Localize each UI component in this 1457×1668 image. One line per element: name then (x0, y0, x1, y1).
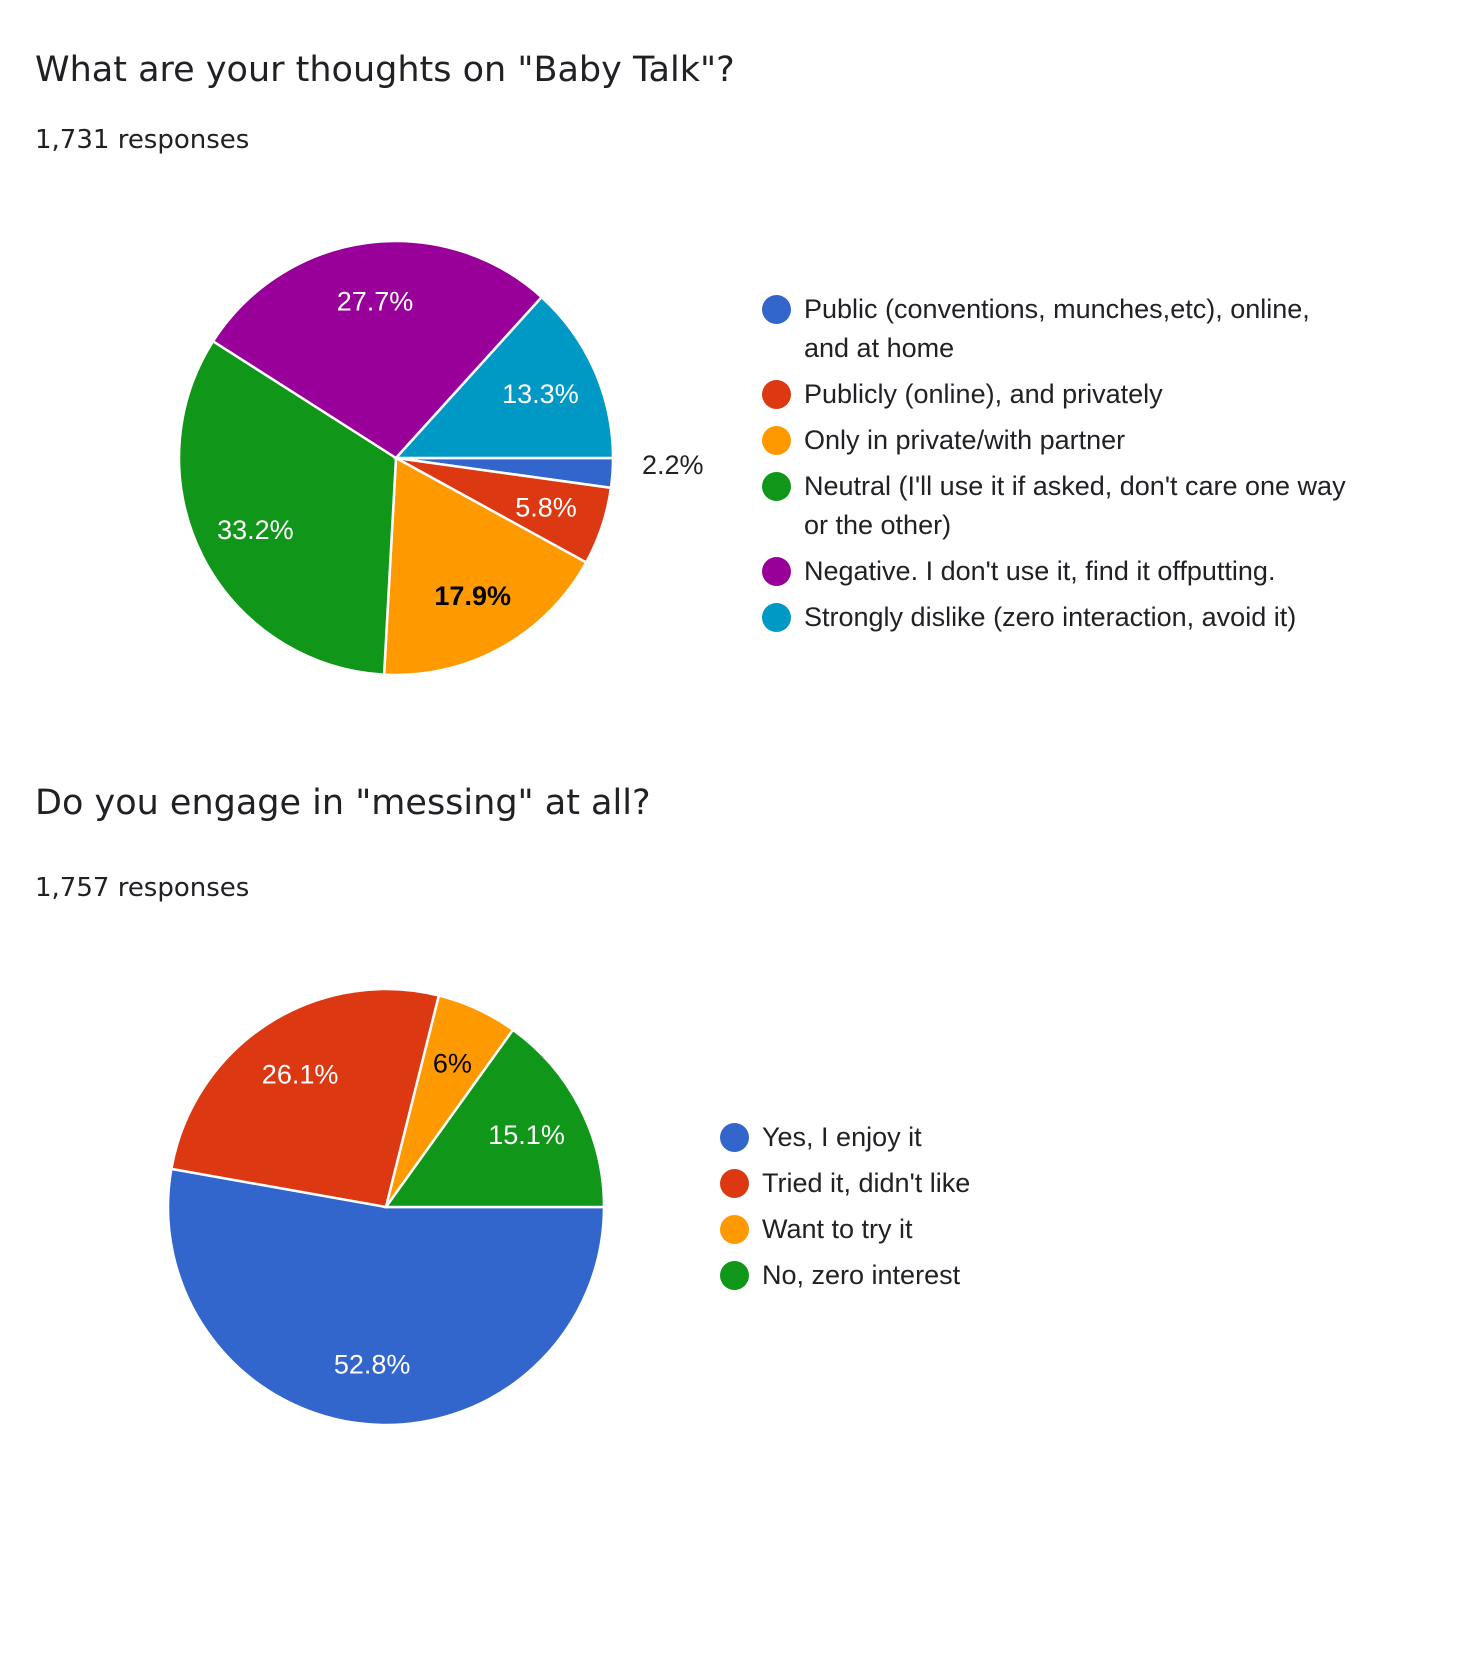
legend-item-want-to-try-it[interactable]: Want to try it (720, 1210, 1320, 1249)
pie-slice-no-zero-interest[interactable] (383, 1028, 606, 1209)
pie-slice-strongly-dislike-zero-interaction-avoid-[interactable] (393, 295, 615, 460)
pie-slice-yes-i-enjoy-it[interactable] (166, 1167, 606, 1427)
pie-chart-messing: 52.8% 26.1% 6% 15.1% (166, 987, 606, 1427)
legend-label: Negative. I don't use it, find it offput… (804, 556, 1276, 586)
slice-percent-label: 5.8% (515, 493, 577, 523)
slice-percent-label: 13.3% (502, 379, 579, 409)
legend-item-negative-i-don-t-use-it-find-it-offputti[interactable]: Negative. I don't use it, find it offput… (762, 552, 1362, 591)
pie-chart-baby-talk: 2.2% 5.8% 17.9% 33.2% 27.7% 13.3% (177, 239, 704, 677)
pie-slice-tried-it-didn-t-like[interactable] (169, 987, 441, 1209)
legend-label: Want to try it (762, 1214, 913, 1244)
legend-label: Yes, I enjoy it (762, 1122, 922, 1152)
question-title: What are your thoughts on "Baby Talk"? (35, 50, 735, 90)
legend-item-tried-it-didn-t-like[interactable]: Tried it, didn't like (720, 1164, 1320, 1203)
legend-item-neutral-i-ll-use-it-if-asked-don-t-care-[interactable]: Neutral (I'll use it if asked, don't car… (762, 467, 1362, 545)
question-card-messing: Do you engage in "messing" at all? 1,757… (0, 740, 1457, 1668)
legend-swatch-icon (762, 557, 791, 586)
legend-swatch-icon (720, 1215, 749, 1244)
slice-percent-label: 26.1% (262, 1059, 339, 1089)
chart-legend: Yes, I enjoy it Tried it, didn't like Want… (720, 1118, 1320, 1302)
slice-percent-label: 6% (433, 1049, 472, 1079)
legend-swatch-icon (762, 426, 791, 455)
legend-item-no-zero-interest[interactable]: No, zero interest (720, 1256, 1320, 1295)
legend-swatch-icon (720, 1261, 749, 1290)
legend-label: No, zero interest (762, 1260, 961, 1290)
legend-swatch-icon (762, 295, 791, 324)
slice-percent-label: 17.9% (434, 581, 511, 611)
legend-label: Tried it, didn't like (762, 1168, 971, 1198)
legend-item-publicly-online-and-privately[interactable]: Publicly (online), and privately (762, 375, 1362, 414)
slice-percent-label: 15.1% (488, 1120, 565, 1150)
slice-percent-label: 2.2% (642, 450, 704, 480)
chart-legend: Public (conventions, munches,etc), onlin… (762, 290, 1362, 644)
legend-item-yes-i-enjoy-it[interactable]: Yes, I enjoy it (720, 1118, 1320, 1157)
slice-percent-label: 27.7% (337, 286, 414, 316)
pie-slice-only-in-private-with-partner[interactable] (382, 455, 588, 677)
legend-label: Publicly (online), and privately (804, 379, 1163, 409)
legend-swatch-icon (720, 1123, 749, 1152)
legend-label: Public (conventions, munches,etc), onlin… (804, 294, 1310, 363)
response-count: 1,731 responses (35, 125, 250, 155)
legend-swatch-icon (762, 603, 791, 632)
slice-percent-label: 33.2% (217, 515, 294, 545)
question-title: Do you engage in "messing" at all? (35, 783, 651, 823)
response-count: 1,757 responses (35, 873, 250, 903)
legend-label: Only in private/with partner (804, 425, 1126, 455)
legend-label: Neutral (I'll use it if asked, don't car… (804, 471, 1346, 540)
legend-label: Strongly dislike (zero interaction, avoi… (804, 602, 1297, 632)
legend-item-only-in-private-with-partner[interactable]: Only in private/with partner (762, 421, 1362, 460)
legend-item-strongly-dislike-zero-interaction-avoid-[interactable]: Strongly dislike (zero interaction, avoi… (762, 598, 1362, 637)
legend-swatch-icon (720, 1169, 749, 1198)
question-card-baby-talk: What are your thoughts on "Baby Talk"? 1… (0, 0, 1457, 740)
legend-item-public-conventions-munches-etc-online-an[interactable]: Public (conventions, munches,etc), onlin… (762, 290, 1362, 368)
pie-slice-negative-i-don-t-use-it-find-it-offputti[interactable] (211, 239, 544, 460)
legend-swatch-icon (762, 472, 791, 501)
slice-percent-label: 52.8% (334, 1349, 411, 1379)
legend-swatch-icon (762, 380, 791, 409)
